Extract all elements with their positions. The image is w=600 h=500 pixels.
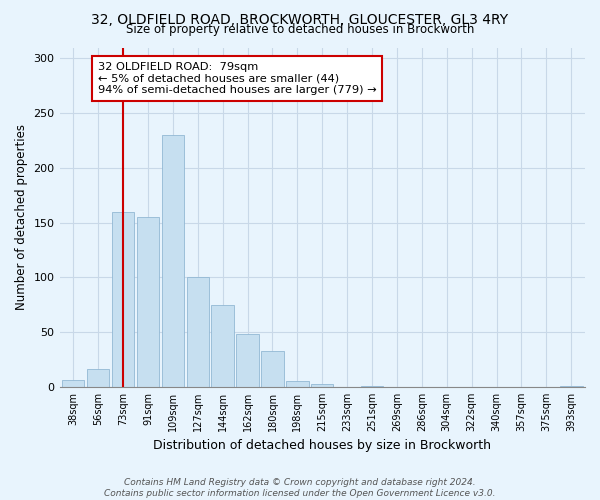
Bar <box>286 382 308 387</box>
Bar <box>261 351 284 387</box>
X-axis label: Distribution of detached houses by size in Brockworth: Distribution of detached houses by size … <box>153 440 491 452</box>
Bar <box>361 386 383 387</box>
Text: 32, OLDFIELD ROAD, BROCKWORTH, GLOUCESTER, GL3 4RY: 32, OLDFIELD ROAD, BROCKWORTH, GLOUCESTE… <box>91 12 509 26</box>
Bar <box>560 386 583 387</box>
Text: 32 OLDFIELD ROAD:  79sqm
← 5% of detached houses are smaller (44)
94% of semi-de: 32 OLDFIELD ROAD: 79sqm ← 5% of detached… <box>98 62 377 95</box>
Text: Size of property relative to detached houses in Brockworth: Size of property relative to detached ho… <box>126 22 474 36</box>
Bar <box>137 217 159 387</box>
Bar <box>187 278 209 387</box>
Text: Contains HM Land Registry data © Crown copyright and database right 2024.
Contai: Contains HM Land Registry data © Crown c… <box>104 478 496 498</box>
Y-axis label: Number of detached properties: Number of detached properties <box>15 124 28 310</box>
Bar <box>112 212 134 387</box>
Bar <box>311 384 334 387</box>
Bar <box>87 370 109 387</box>
Bar <box>161 135 184 387</box>
Bar <box>62 380 85 387</box>
Bar <box>211 305 234 387</box>
Bar <box>236 334 259 387</box>
